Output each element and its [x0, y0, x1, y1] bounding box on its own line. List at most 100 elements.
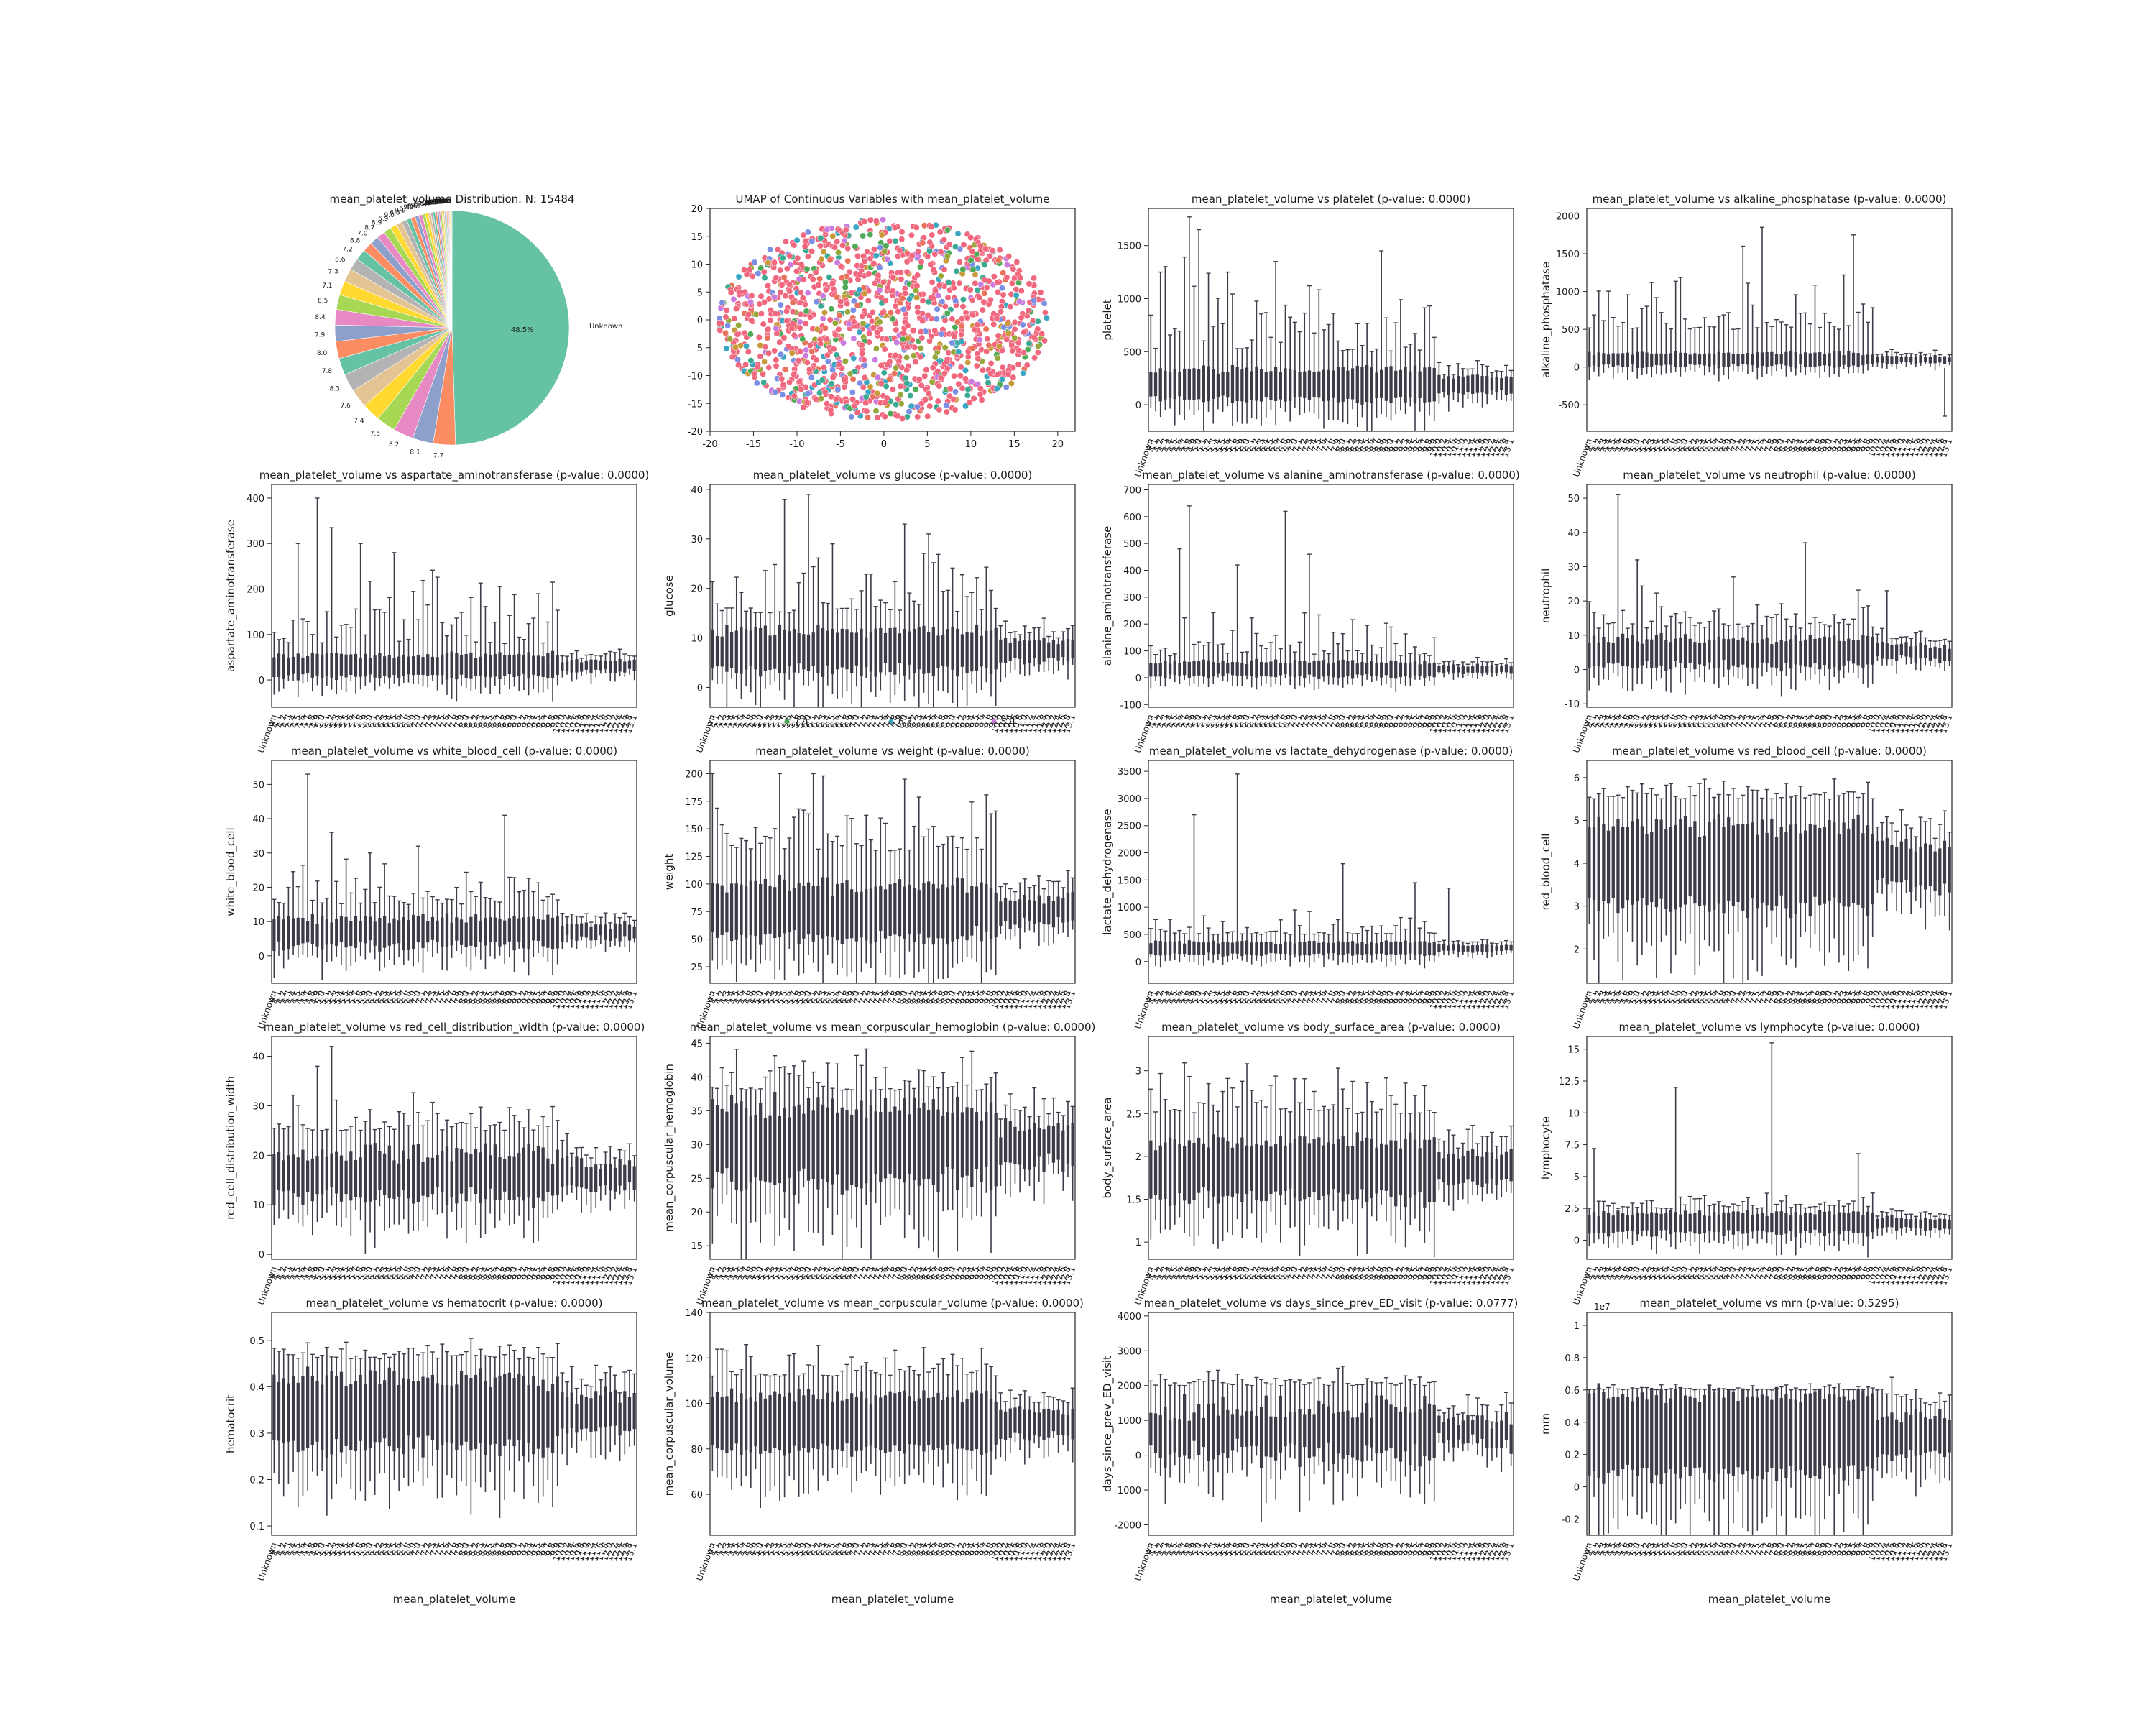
y-tick-label: 100: [1123, 647, 1141, 658]
box: [1708, 639, 1711, 663]
pie-label: 6.8: [390, 209, 400, 216]
box: [1808, 635, 1812, 668]
box: [1876, 841, 1879, 881]
box: [1833, 351, 1836, 368]
box: [507, 1156, 512, 1201]
boxplot-panel: mean_platelet_volume vs alanine_aminotra…: [1101, 469, 1520, 754]
box: [1597, 642, 1600, 666]
umap-point: [826, 274, 833, 280]
y-tick-label: 40: [691, 485, 703, 496]
box: [1490, 377, 1494, 390]
umap-point: [832, 395, 839, 402]
box: [575, 659, 579, 673]
umap-point: [896, 247, 903, 254]
box: [754, 880, 757, 937]
umap-point: [908, 231, 915, 239]
umap-point: [952, 298, 959, 305]
umap-point: [783, 265, 791, 272]
box: [1784, 832, 1788, 908]
umap-point: [881, 346, 888, 353]
box: [1307, 370, 1312, 400]
box: [1636, 819, 1639, 902]
box: [1948, 847, 1951, 893]
box: [1023, 640, 1026, 665]
umap-point: [824, 400, 830, 408]
box: [1495, 666, 1498, 673]
umap-point: [925, 390, 932, 397]
box: [821, 628, 825, 677]
umap-point: [760, 379, 768, 386]
umap-point: [829, 374, 837, 381]
box: [1500, 945, 1503, 952]
box: [479, 1152, 482, 1203]
umap-point: [951, 372, 958, 380]
box: [985, 630, 988, 668]
umap-point: [1034, 349, 1041, 356]
box: [970, 632, 974, 672]
umap-point: [773, 356, 780, 364]
box: [1341, 942, 1345, 956]
box: [1168, 941, 1172, 955]
box: [1794, 824, 1797, 915]
box: [1856, 814, 1860, 905]
umap-point: [1038, 331, 1046, 338]
umap-point: [935, 344, 942, 351]
box: [1250, 942, 1253, 955]
umap-point: [780, 254, 786, 262]
umap-point: [826, 316, 834, 323]
pie-label: 10.4: [437, 198, 451, 206]
x-tick-label: -15: [746, 439, 761, 450]
box: [1602, 636, 1606, 668]
umap-point: [730, 295, 737, 303]
umap-point: [993, 385, 1000, 392]
umap-point: [906, 295, 913, 303]
box: [387, 923, 391, 946]
box: [773, 635, 777, 669]
umap-point: [771, 259, 778, 266]
boxplot-panel: mean_platelet_volume vs alkaline_phospha…: [1539, 193, 1954, 478]
boxplot-panel: mean_platelet_volume vs platelet (p-valu…: [1101, 193, 1516, 478]
umap-point: [941, 303, 949, 310]
box: [1943, 645, 1947, 661]
box: [527, 1144, 530, 1198]
box: [1442, 378, 1446, 392]
box: [1708, 353, 1711, 367]
umap-point: [954, 230, 962, 237]
box: [869, 888, 873, 944]
box: [412, 656, 415, 676]
box: [1394, 941, 1398, 955]
box: [1736, 824, 1740, 903]
box: [1924, 843, 1927, 890]
umap-point: [761, 358, 768, 365]
umap-point: [782, 366, 789, 373]
box: [1370, 661, 1373, 676]
box: [599, 924, 603, 936]
box: [1480, 666, 1484, 674]
box: [488, 655, 492, 678]
box: [1221, 661, 1225, 676]
umap-point: [848, 413, 855, 420]
umap-point: [926, 402, 934, 410]
umap-point: [890, 288, 896, 295]
box: [599, 660, 603, 671]
box: [474, 658, 478, 676]
box: [773, 887, 777, 939]
box: [1731, 638, 1736, 666]
box: [1756, 643, 1759, 668]
box: [1679, 637, 1682, 663]
box: [441, 654, 444, 676]
box: [1847, 638, 1851, 661]
y-tick-label: 30: [691, 535, 703, 546]
umap-point: [722, 313, 729, 321]
box: [426, 1157, 430, 1198]
umap-point: [791, 371, 798, 378]
umap-point: [1034, 342, 1041, 349]
box: [1828, 820, 1831, 901]
pie-label: 6.2: [428, 199, 438, 206]
box: [1293, 370, 1297, 398]
umap-point: [854, 252, 862, 259]
box: [1770, 351, 1774, 367]
umap-point: [808, 374, 815, 381]
box: [1674, 638, 1677, 661]
umap-point: [1005, 253, 1013, 260]
